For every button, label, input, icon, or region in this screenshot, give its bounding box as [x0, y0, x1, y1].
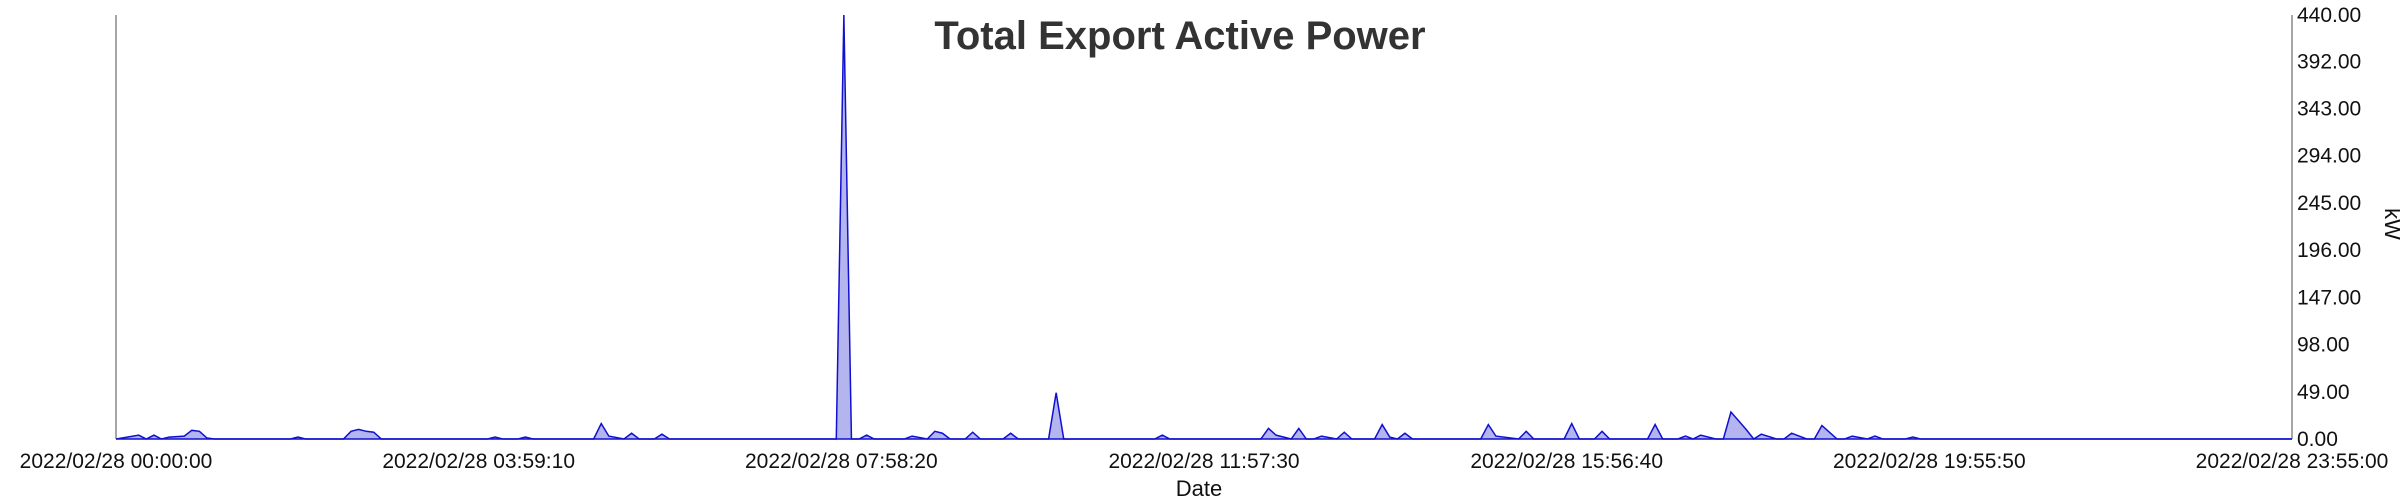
y-tick-label: 0.00: [2297, 428, 2338, 451]
series-line: [115, 14, 2292, 440]
y-tick-label: 245.00: [2297, 192, 2361, 215]
y-tick-label: 343.00: [2297, 97, 2361, 120]
y-tick-label: 294.00: [2297, 145, 2361, 168]
y-tick-label: 440.00: [2297, 4, 2361, 27]
x-tick-label: 2022/02/28 11:57:30: [1108, 450, 1299, 473]
y-tick-label: 147.00: [2297, 286, 2361, 309]
x-tick-labels: 2022/02/28 00:00:00 2022/02/28 03:59:10 20…: [20, 450, 2389, 473]
x-tick-label: 2022/02/28 00:00:00: [20, 450, 213, 473]
x-axis-title: Date: [1176, 476, 1222, 500]
y-tick-label: 98.00: [2297, 334, 2350, 357]
y-tick-label: 49.00: [2297, 381, 2350, 404]
x-tick-label: 2022/02/28 23:55:00: [2196, 450, 2389, 473]
y-tick-label: 196.00: [2297, 239, 2361, 262]
x-tick-label: 2022/02/28 19:55:50: [1833, 450, 2026, 473]
axes: [115, 15, 2293, 440]
x-tick-label: 2022/02/28 07:58:20: [745, 450, 938, 473]
y-axis-title: kW: [2380, 208, 2400, 240]
x-tick-label: 2022/02/28 15:56:40: [1470, 450, 1663, 473]
x-tick-label: 2022/02/28 03:59:10: [382, 450, 575, 473]
y-tick-labels: 0.00 49.00 98.00 147.00 196.00 245.00 294.00 34…: [2297, 4, 2361, 451]
chart-title: Total Export Active Power: [934, 14, 1425, 58]
series-area-fill: [116, 15, 2292, 439]
y-tick-label: 392.00: [2297, 50, 2361, 73]
series-area-layer: [115, 14, 2292, 440]
